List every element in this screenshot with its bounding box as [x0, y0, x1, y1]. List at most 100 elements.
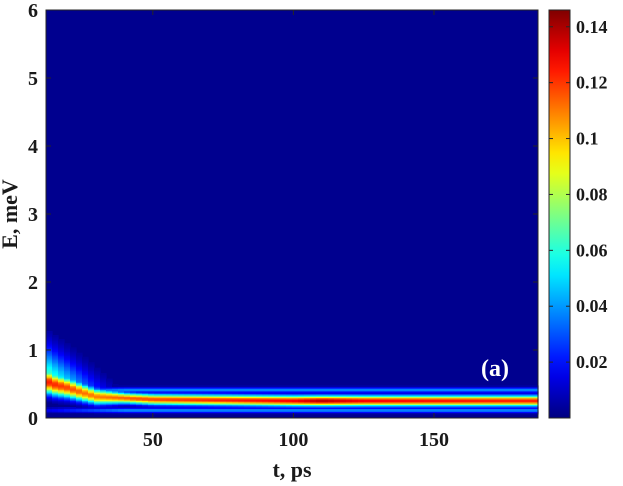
heatmap-cell [94, 374, 101, 377]
heatmap-cell [340, 407, 347, 410]
heatmap-cell [160, 388, 167, 391]
heatmap-cell [172, 389, 179, 392]
heatmap-cell [310, 390, 317, 393]
heatmap-cell [334, 411, 341, 414]
heatmap-cell [52, 354, 59, 357]
heatmap-cell [106, 393, 113, 396]
heatmap-cell [142, 400, 149, 403]
heatmap-cell [322, 411, 329, 414]
heatmap-cell [46, 393, 53, 396]
heatmap-cell [376, 398, 383, 401]
heatmap-cell [130, 401, 137, 404]
heatmap-cell [52, 379, 59, 382]
heatmap-cell [244, 388, 251, 391]
heatmap-cell [100, 373, 107, 376]
heatmap-cell [340, 409, 347, 412]
heatmap-cell [190, 389, 197, 392]
heatmap-cell [304, 407, 311, 410]
heatmap-cell [118, 393, 125, 396]
heatmap-cell [130, 392, 137, 395]
heatmap-cell [406, 403, 413, 405]
heatmap-cell [190, 392, 197, 395]
heatmap-cell [184, 400, 191, 403]
heatmap-cell [460, 400, 467, 403]
heatmap-cell [322, 400, 329, 403]
heatmap-cell [256, 398, 263, 401]
heatmap-cell [334, 397, 341, 400]
heatmap-cell [52, 401, 59, 404]
heatmap-cell [58, 386, 65, 389]
heatmap-cell [526, 394, 533, 397]
heatmap-cell [160, 405, 167, 408]
heatmap-cell [46, 382, 53, 385]
heatmap-cell [328, 397, 335, 400]
heatmap-cell [472, 411, 479, 414]
heatmap-cell [244, 400, 251, 403]
heatmap-cell [160, 397, 167, 400]
heatmap-cell [394, 412, 401, 415]
heatmap-cell [142, 403, 149, 405]
heatmap-cell [70, 388, 77, 391]
heatmap-cell [352, 394, 359, 397]
heatmap-cell [130, 412, 137, 415]
heatmap-cell [514, 398, 521, 401]
heatmap-cell [364, 394, 371, 397]
heatmap-cell [406, 411, 413, 414]
heatmap-cell [178, 407, 185, 410]
heatmap-cell [292, 385, 299, 388]
heatmap-cell [418, 407, 425, 410]
heatmap-cell [340, 386, 347, 389]
heatmap-cell [82, 377, 89, 380]
heatmap-cell [124, 404, 131, 407]
heatmap-cell [364, 386, 371, 389]
heatmap-cell [304, 389, 311, 392]
heatmap-cell [460, 409, 467, 412]
heatmap-cell [340, 390, 347, 393]
heatmap-cell [82, 385, 89, 388]
heatmap-cell [286, 390, 293, 393]
heatmap-cell [442, 405, 449, 408]
heatmap-cell [64, 362, 71, 365]
heatmap-cell [406, 412, 413, 415]
heatmap-cell [136, 396, 143, 399]
heatmap-cell [166, 412, 173, 415]
heatmap-cell [334, 396, 341, 399]
heatmap-cell [82, 389, 89, 392]
heatmap-cell [154, 398, 161, 401]
heatmap-cell [82, 369, 89, 371]
heatmap-cell [118, 405, 125, 408]
heatmap-cell [100, 398, 107, 401]
heatmap-cell [46, 350, 53, 352]
heatmap-cell [46, 339, 53, 342]
y-tick-label: 0 [28, 408, 38, 430]
heatmap-cell [76, 411, 83, 414]
heatmap-cell [520, 401, 527, 404]
heatmap-cell [472, 396, 479, 399]
heatmap-cell [172, 405, 179, 408]
heatmap-cell [154, 401, 161, 404]
heatmap-cell [298, 389, 305, 392]
heatmap-cell [106, 381, 113, 384]
heatmap-cell [478, 390, 485, 393]
heatmap-cell [466, 409, 473, 412]
heatmap-cell [472, 397, 479, 400]
heatmap-cell [148, 397, 155, 400]
heatmap-cell [388, 392, 395, 395]
heatmap-cell [232, 401, 239, 404]
heatmap-cell [46, 355, 53, 358]
heatmap-cell [376, 392, 383, 395]
heatmap-cell [166, 398, 173, 401]
heatmap-cell [316, 386, 323, 389]
heatmap-cell [70, 370, 77, 373]
heatmap-cell [226, 396, 233, 399]
heatmap-cell [274, 407, 281, 410]
colorbar-tick-label: 0.14 [576, 17, 608, 37]
heatmap-cell [376, 407, 383, 410]
heatmap-cell [64, 344, 71, 347]
heatmap-cell [184, 405, 191, 408]
heatmap-cell [154, 394, 161, 397]
heatmap-cell [238, 389, 245, 392]
heatmap-cell [532, 388, 539, 391]
heatmap-cell [82, 411, 89, 414]
heatmap-cell [58, 366, 65, 369]
